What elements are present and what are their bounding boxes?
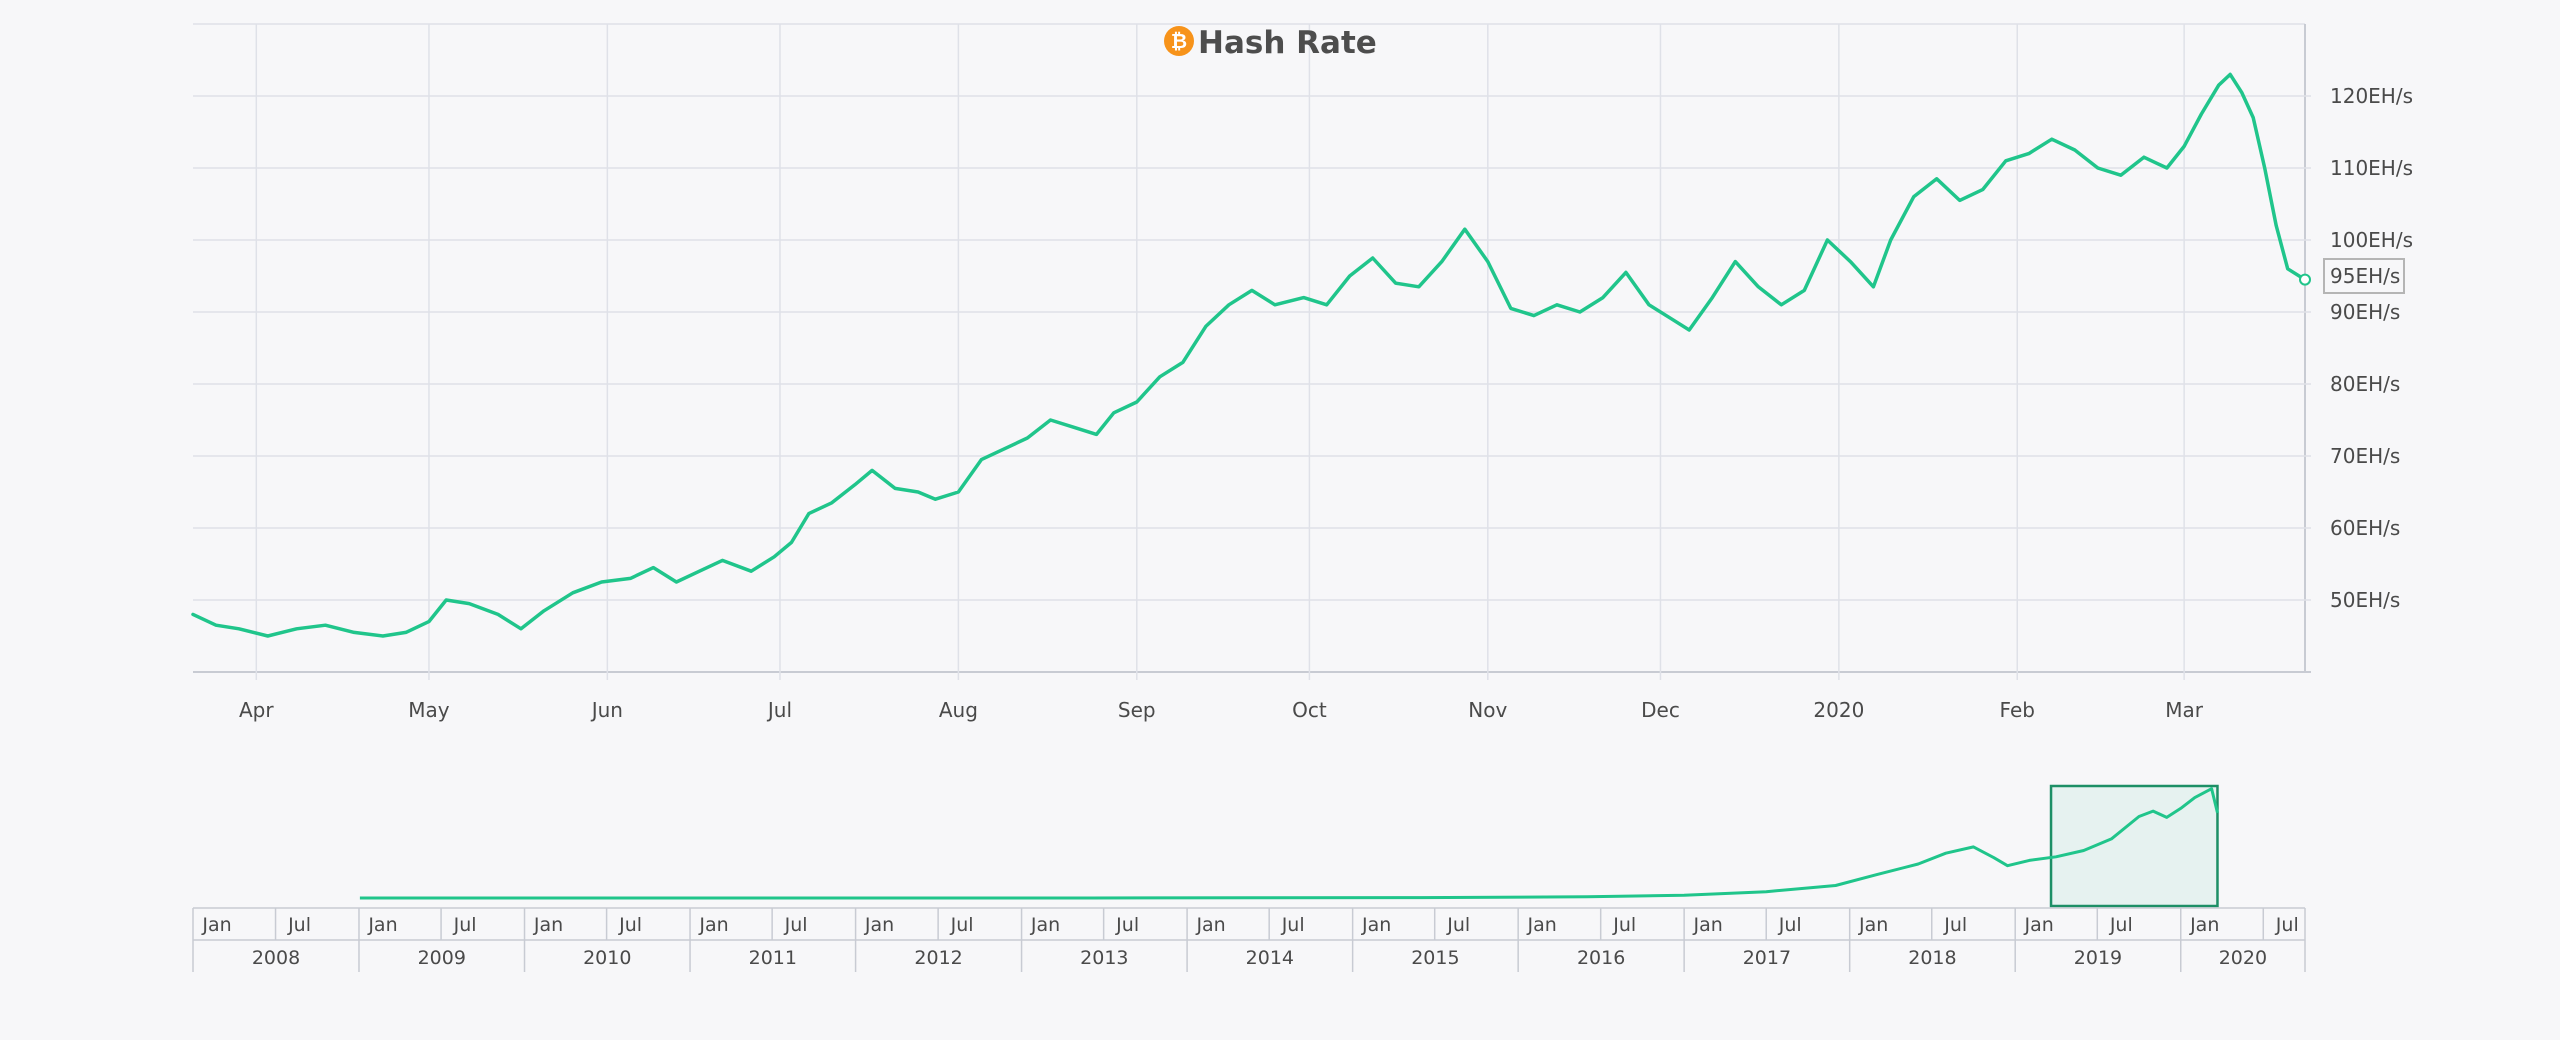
- navigator-month-label: Jul: [1446, 914, 1470, 936]
- navigator-month-label: Jul: [2109, 914, 2133, 936]
- navigator-axis: Jan Jul 2008 Jan Jul 2009 Jan Jul 2010 Jan Jul 2011…: [192, 907, 2306, 972]
- current-value-label: 95EH/s: [2330, 264, 2400, 288]
- navigator-year-label: 2011: [749, 947, 797, 969]
- x-tick-label: Aug: [939, 698, 978, 722]
- navigator-year-label: 2018: [1908, 947, 1956, 969]
- navigator-month-label: Jul: [1612, 914, 1636, 936]
- navigator-year-label: 2010: [583, 947, 631, 969]
- navigator-month-label: Jan: [1361, 914, 1391, 936]
- navigator-year-label: 2012: [914, 947, 962, 969]
- navigator-month-label: Jan: [367, 914, 397, 936]
- navigator-month-label: Jan: [1030, 914, 1060, 936]
- navigator-year-label: 2009: [418, 947, 466, 969]
- navigator-month-label: Jan: [533, 914, 563, 936]
- navigator-month-label: Jan: [1527, 914, 1557, 936]
- navigator-month-label: Jul: [1778, 914, 1802, 936]
- navigator-month-label: Jan: [698, 914, 728, 936]
- navigator-year-label: 2016: [1577, 947, 1625, 969]
- bitcoin-symbol-icon: ₿: [1171, 29, 1187, 53]
- x-axis: Apr May Jun Jul Aug Sep Oct Nov Dec 2020 Feb Mar: [239, 698, 2204, 722]
- x-tick-label: Nov: [1468, 698, 1507, 722]
- bitcoin-icon: [1164, 26, 1194, 56]
- current-value-marker: 95EH/s: [2323, 258, 2405, 294]
- navigator-month-label: Jan: [864, 914, 894, 936]
- y-tick-label: 90EH/s: [2330, 300, 2400, 324]
- navigator-selection[interactable]: [2049, 784, 2219, 908]
- navigator-year-label: 2008: [252, 947, 300, 969]
- y-tick-label: 70EH/s: [2330, 444, 2400, 468]
- x-tick-label: Oct: [1292, 698, 1327, 722]
- x-tick-label: May: [408, 698, 450, 722]
- navigator-year-label: 2020: [2219, 947, 2267, 969]
- current-value-box: [2323, 258, 2405, 294]
- y-tick-label: 50EH/s: [2330, 588, 2400, 612]
- navigator[interactable]: Jan Jul 2008 Jan Jul 2009 Jan Jul 2010 Jan Jul 2011…: [192, 784, 2306, 972]
- navigator-month-label: Jul: [1281, 914, 1305, 936]
- navigator-line: [359, 787, 2219, 900]
- navigator-month-label: Jul: [1943, 914, 1967, 936]
- navigator-month-label: Jan: [1858, 914, 1888, 936]
- navigator-series-layer: [359, 784, 2219, 908]
- navigator-month-label: Jul: [618, 914, 642, 936]
- y-tick-label: 80EH/s: [2330, 372, 2400, 396]
- hash-rate-line[interactable]: [191, 72, 2307, 638]
- navigator-year-label: 2019: [2074, 947, 2122, 969]
- navigator-month-label: Jul: [784, 914, 808, 936]
- hash-rate-last-point[interactable]: [2299, 273, 2311, 286]
- y-tick-label: 60EH/s: [2330, 516, 2400, 540]
- navigator-month-label: Jan: [1195, 914, 1225, 936]
- navigator-month-label: Jul: [287, 914, 311, 936]
- navigator-month-label: Jul: [950, 914, 974, 936]
- navigator-month-label: Jan: [2024, 914, 2054, 936]
- navigator-month-label: Jan: [201, 914, 231, 936]
- chart-title-text: Hash Rate: [1198, 25, 1377, 61]
- chart-title: ₿ Hash Rate: [1164, 25, 1377, 61]
- navigator-year-label: 2013: [1080, 947, 1128, 969]
- x-tick-label: Feb: [2000, 698, 2035, 722]
- navigator-year-label: 2015: [1411, 947, 1459, 969]
- navigator-month-label: Jul: [2275, 914, 2299, 936]
- x-tick-label: Sep: [1118, 698, 1156, 722]
- navigator-month-label: Jan: [2189, 914, 2219, 936]
- series-layer[interactable]: [191, 72, 2311, 638]
- x-tick-label: Jun: [590, 698, 623, 722]
- main-gridlines: [193, 23, 2311, 680]
- navigator-year-label: 2017: [1743, 947, 1791, 969]
- navigator-month-label: Jul: [453, 914, 477, 936]
- y-tick-label: 110EH/s: [2330, 156, 2413, 180]
- navigator-year-label: 2014: [1246, 947, 1294, 969]
- x-tick-label: Apr: [239, 698, 274, 722]
- x-tick-label: Dec: [1641, 698, 1680, 722]
- y-tick-label: 100EH/s: [2330, 228, 2413, 252]
- y-tick-label: 120EH/s: [2330, 84, 2413, 108]
- x-tick-label: Jul: [766, 698, 792, 722]
- x-tick-label: Mar: [2165, 698, 2204, 722]
- navigator-month-label: Jan: [1692, 914, 1722, 936]
- navigator-month-label: Jul: [1115, 914, 1139, 936]
- y-axis: 120EH/s 110EH/s 100EH/s 90EH/s 80EH/s 70EH/s 6…: [2330, 84, 2413, 612]
- x-tick-label: 2020: [1813, 698, 1864, 722]
